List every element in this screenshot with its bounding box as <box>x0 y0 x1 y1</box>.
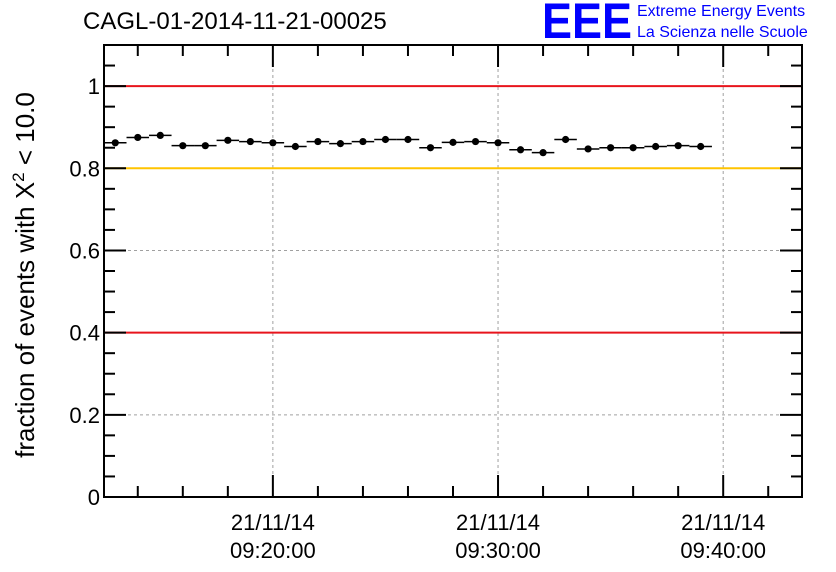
data-point <box>561 135 570 144</box>
eee-logo-text: EEE <box>542 0 632 44</box>
data-point <box>381 135 390 144</box>
data-point <box>246 137 254 146</box>
data-point <box>697 142 705 151</box>
data-point <box>426 144 435 152</box>
chart-title: CAGL-01-2014-11-21-00025 <box>83 8 387 35</box>
data-point <box>516 146 525 154</box>
data-point <box>584 145 592 153</box>
x-tick-label-time: 09:40:00 <box>680 538 766 563</box>
data-point <box>179 142 187 150</box>
logo-line-2: La Scienza nelle Scuole <box>637 24 808 41</box>
data-point <box>652 142 660 151</box>
plot-frame <box>103 44 803 498</box>
y-axis-label: fraction of events with X2 < 10.0 <box>9 92 40 458</box>
y-tick-label: 0.8 <box>69 156 100 181</box>
y-tick-label: 1 <box>88 74 100 99</box>
data-point <box>404 135 412 144</box>
data-point <box>539 149 547 157</box>
data-point <box>359 137 367 146</box>
x-tick-label-time: 09:20:00 <box>230 538 316 563</box>
logo-line-1: Extreme Energy Events <box>637 3 806 20</box>
data-point <box>291 142 299 151</box>
data-point <box>156 131 164 139</box>
axes <box>103 44 803 498</box>
grid-layer <box>104 45 802 497</box>
data-point <box>494 139 502 147</box>
axis-labels: 0 0.2 0.4 0.6 0.8 1 21/11/14 09:20:00 21/11/14 09… <box>9 74 766 563</box>
data-point <box>336 140 345 148</box>
data-point <box>224 136 232 144</box>
data-point <box>449 138 457 146</box>
y-tick-label: 0.2 <box>69 403 100 428</box>
y-tick-label: 0.6 <box>69 238 100 263</box>
data-point <box>607 144 615 152</box>
y-tick-label: 0.4 <box>69 321 100 346</box>
data-point <box>471 137 480 146</box>
data-point <box>269 139 277 147</box>
data-point <box>674 142 682 150</box>
data-point <box>201 142 209 150</box>
reference-lines <box>104 85 802 334</box>
data-point <box>111 139 119 147</box>
data-point <box>314 137 322 146</box>
y-tick-label: 0 <box>88 485 100 510</box>
data-points <box>104 131 712 157</box>
eee-logo: EEE <box>542 0 632 44</box>
data-point <box>629 144 637 152</box>
x-tick-label-date: 21/11/14 <box>231 510 315 535</box>
x-tick-label-time: 09:30:00 <box>455 538 541 563</box>
data-point <box>134 133 142 142</box>
x-tick-label-date: 21/11/14 <box>456 510 540 535</box>
x-tick-label-date: 21/11/14 <box>681 510 765 535</box>
